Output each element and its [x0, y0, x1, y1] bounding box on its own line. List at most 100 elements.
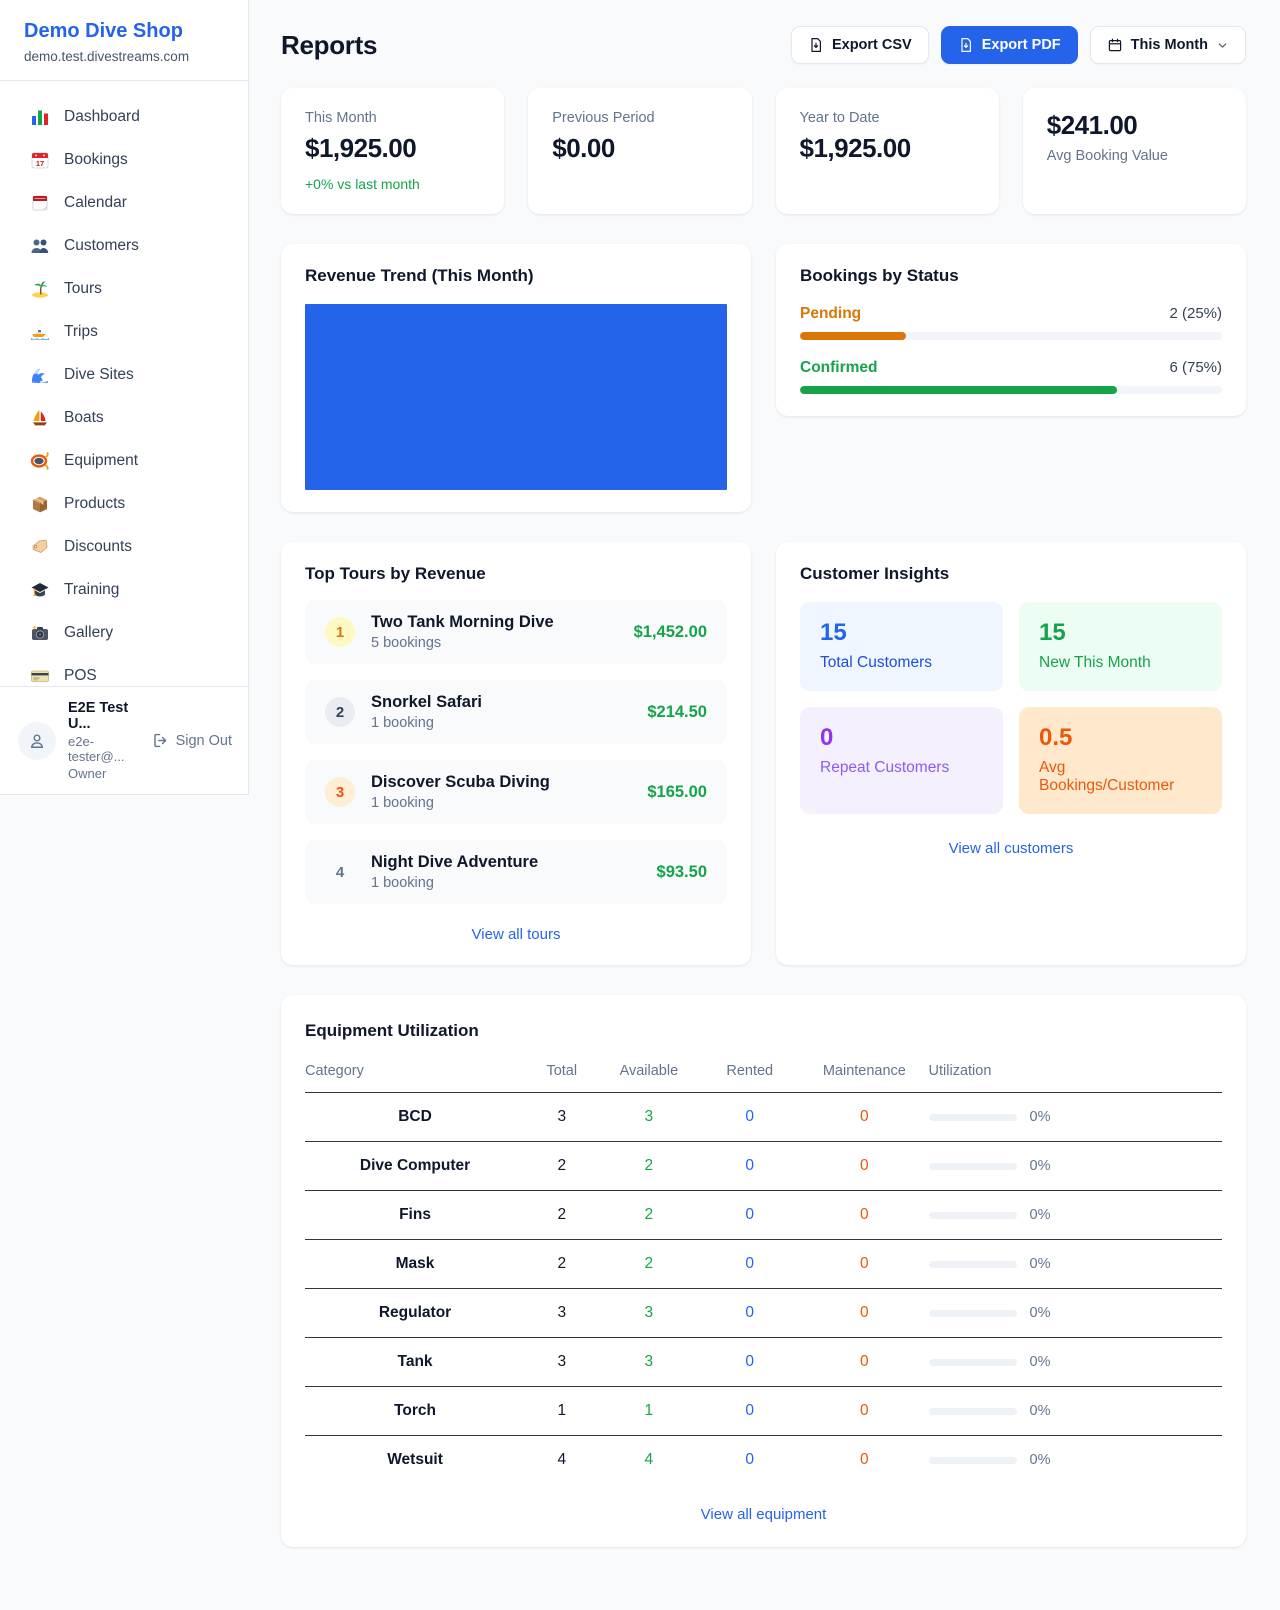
utilization-bar: [928, 1407, 1017, 1415]
user-name: E2E Test U...: [68, 700, 129, 732]
view-all-tours-link[interactable]: View all tours: [471, 926, 561, 943]
sidebar-item-label: Customers: [64, 237, 139, 254]
export-csv-label: Export CSV: [831, 37, 912, 53]
sidebar-item-bookings[interactable]: 17 Bookings: [18, 144, 230, 176]
status-label: Pending: [800, 305, 862, 322]
revenue-trend-card: Revenue Trend (This Month): [281, 244, 751, 512]
status-label: Confirmed: [800, 359, 878, 376]
stat-delta: +0% vs last month: [305, 176, 420, 192]
tour-name: Discover Scuba Diving: [371, 773, 550, 791]
view-all-customers-link[interactable]: View all customers: [948, 840, 1074, 857]
customers-icon: [30, 236, 50, 256]
period-dropdown[interactable]: This Month: [1089, 26, 1246, 64]
sidebar-item-dive-sites[interactable]: Dive Sites: [18, 359, 230, 391]
sign-out-button[interactable]: Sign Out: [152, 732, 232, 749]
sidebar-item-label: Tours: [64, 280, 102, 297]
sidebar-item-label: Training: [64, 581, 120, 598]
equipment-utilization-title: Equipment Utilization: [305, 1021, 479, 1040]
page-title: Reports: [281, 29, 378, 60]
sidebar-item-label: Bookings: [64, 151, 128, 168]
top-tours-title: Top Tours by Revenue: [305, 564, 486, 583]
equipment-icon: [30, 451, 50, 471]
header-actions: Export CSV Export PDF This Month: [790, 26, 1246, 64]
cell-rented: 0: [699, 1288, 801, 1338]
cell-total: 2: [525, 1190, 599, 1240]
tour-name: Snorkel Safari: [371, 693, 482, 711]
status-row-confirmed: Confirmed 6 (75%): [800, 359, 1222, 394]
tile-value: 0: [820, 724, 834, 751]
utilization-percent: 0%: [1029, 1256, 1051, 1272]
sidebar-item-dashboard[interactable]: Dashboard: [18, 101, 230, 133]
cell-category: BCD: [305, 1092, 526, 1142]
col-header-available: Available: [598, 1055, 700, 1093]
utilization-bar: [928, 1309, 1017, 1317]
col-header-category: Category: [305, 1055, 526, 1093]
cell-maintenance: 0: [800, 1337, 929, 1387]
sidebar-item-pos[interactable]: POS: [18, 660, 230, 686]
sidebar-item-tours[interactable]: Tours: [18, 273, 230, 305]
sidebar-item-label: POS: [64, 667, 97, 684]
tile-value: 15: [1039, 619, 1066, 646]
sidebar-item-gallery[interactable]: Gallery: [18, 617, 230, 649]
cell-maintenance: 0: [800, 1190, 929, 1240]
sidebar-item-training[interactable]: Training: [18, 574, 230, 606]
shop-domain: demo.test.divestreams.com: [24, 49, 190, 64]
utilization-percent: 0%: [1029, 1452, 1051, 1468]
tour-row: 2 Snorkel Safari 1 booking $214.50: [305, 680, 727, 744]
revenue-trend-bar: [305, 304, 727, 490]
table-row: Wetsuit 4 4 0 0 0%: [305, 1436, 1222, 1485]
sidebar-item-customers[interactable]: Customers: [18, 230, 230, 262]
export-pdf-label: Export PDF: [981, 37, 1061, 53]
dive-sites-icon: [30, 365, 50, 385]
view-all-equipment-link[interactable]: View all equipment: [700, 1506, 827, 1523]
export-pdf-button[interactable]: Export PDF: [940, 26, 1078, 64]
export-csv-button[interactable]: Export CSV: [790, 26, 929, 64]
table-row: BCD 3 3 0 0 0%: [305, 1092, 1222, 1142]
svg-text:17: 17: [36, 159, 44, 168]
bookings-icon: 17: [30, 150, 50, 170]
person-icon: [30, 733, 44, 748]
tile-label: Total Customers: [820, 654, 932, 671]
cell-available: 1: [598, 1386, 700, 1436]
table-row: Regulator 3 3 0 0 0%: [305, 1288, 1222, 1338]
sidebar-item-boats[interactable]: Boats: [18, 402, 230, 434]
cell-rented: 0: [699, 1190, 801, 1240]
sidebar-item-products[interactable]: Products: [18, 488, 230, 520]
utilization-percent: 0%: [1029, 1354, 1051, 1370]
sidebar-item-equipment[interactable]: Equipment: [18, 445, 230, 477]
products-icon: [30, 494, 50, 514]
period-label: This Month: [1130, 37, 1208, 53]
stat-value: $1,925.00: [305, 133, 417, 163]
cell-category: Mask: [305, 1239, 526, 1289]
tour-name: Two Tank Morning Dive: [371, 613, 554, 631]
cell-maintenance: 0: [800, 1386, 929, 1436]
stat-label: This Month: [305, 110, 377, 126]
table-row: Tank 3 3 0 0 0%: [305, 1337, 1222, 1387]
cell-available: 2: [598, 1141, 700, 1191]
cell-total: 3: [525, 1288, 599, 1338]
stat-card-this-month: This Month $1,925.00 +0% vs last month: [281, 88, 505, 214]
avatar: [18, 721, 56, 760]
cell-maintenance: 0: [800, 1092, 929, 1142]
tile-label: New This Month: [1039, 654, 1151, 671]
chevron-down-icon: [1218, 42, 1227, 48]
status-bar-fill: [800, 386, 1117, 394]
sidebar-item-trips[interactable]: Trips: [18, 316, 230, 348]
cell-category: Wetsuit: [387, 1451, 443, 1468]
tour-bookings: 1 booking: [371, 875, 434, 891]
sidebar-item-discounts[interactable]: Discounts: [18, 531, 230, 563]
tile-label: Avg Bookings/Customer: [1039, 759, 1175, 794]
page-header: Reports Export CSV Export PDF This Month: [281, 26, 1246, 64]
cell-rented: 0: [699, 1337, 801, 1387]
sidebar-item-label: Discounts: [64, 538, 133, 555]
sidebar-item-calendar[interactable]: Calendar: [18, 187, 230, 219]
equipment-utilization-card: Equipment Utilization Category Total Ava…: [281, 995, 1246, 1547]
cell-total: 2: [525, 1141, 599, 1191]
status-row-pending: Pending 2 (25%): [800, 305, 1222, 340]
status-count: 2 (25%): [1169, 305, 1222, 322]
col-header-utilization: Utilization: [928, 1055, 1222, 1093]
stat-value: $241.00: [1046, 110, 1138, 140]
utilization-bar: [928, 1456, 1017, 1464]
table-row: Mask 2 2 0 0 0%: [305, 1239, 1222, 1289]
tile-label: Repeat Customers: [820, 759, 950, 776]
